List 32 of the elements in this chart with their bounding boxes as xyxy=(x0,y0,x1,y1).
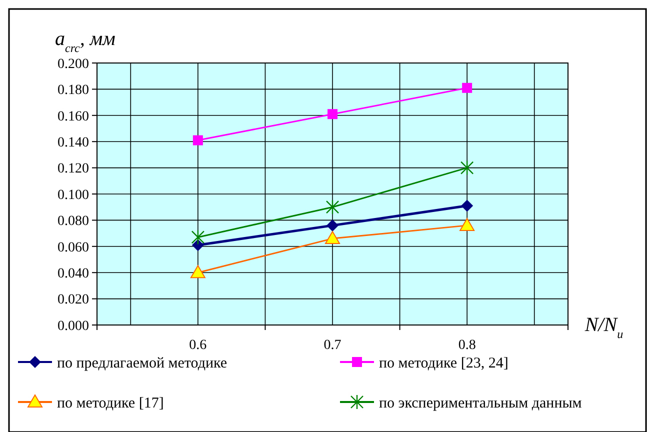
point xyxy=(326,200,340,215)
point xyxy=(461,200,474,212)
x-axis-title: N/N$_{u}$ xyxy=(584,314,624,341)
x-tick-label: 0.8 xyxy=(458,338,476,353)
point xyxy=(325,231,340,244)
y-tick-label: 0.140 xyxy=(58,136,89,150)
legend-label: по предлагаемой методике xyxy=(57,355,228,372)
point xyxy=(192,239,204,252)
y-tick-label: 0.180 xyxy=(58,83,89,98)
y-tick-label: 0.160 xyxy=(58,109,89,124)
y-tick-label: 0.100 xyxy=(58,188,89,203)
legend-label: по экспериментальным данным xyxy=(379,395,582,412)
point xyxy=(326,219,338,232)
y-axis-title: a$_{crc}$, мм xyxy=(55,28,116,55)
point xyxy=(190,265,206,278)
y-tick-label: 0.080 xyxy=(58,214,89,230)
point xyxy=(460,218,475,231)
y-tick-label: 0.060 xyxy=(58,240,89,256)
point xyxy=(192,135,203,146)
x-tick-label: 0.7 xyxy=(324,338,342,353)
point xyxy=(460,160,474,176)
legend-label: по методике [17] xyxy=(57,395,164,412)
point xyxy=(462,82,472,93)
y-tick-label: 0.000 xyxy=(58,318,89,334)
legend-label: по методике [23, 24] xyxy=(379,355,508,372)
point xyxy=(191,230,205,245)
y-tick-label: 0.040 xyxy=(58,266,89,282)
y-tick-label: 0.200 xyxy=(58,56,89,72)
y-tick-label: 0.120 xyxy=(58,162,89,177)
x-tick-label: 0.6 xyxy=(189,338,207,353)
point xyxy=(328,109,338,120)
y-tick-label: 0.020 xyxy=(58,292,89,308)
